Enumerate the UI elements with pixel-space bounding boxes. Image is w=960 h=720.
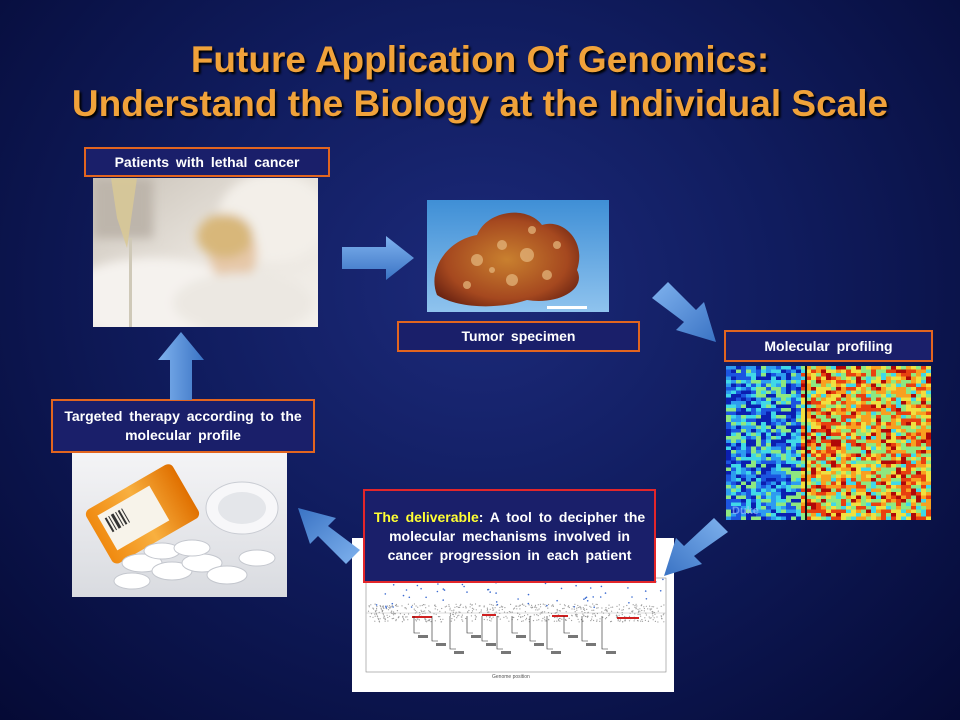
tumor-label-text: Tumor specimen xyxy=(461,328,576,344)
arrow-up-left-icon xyxy=(298,508,360,564)
tumor-photo xyxy=(427,200,609,312)
genome-xlabel: Genome position xyxy=(492,674,530,680)
slide-title-line-2: Understand the Biology at the Individual… xyxy=(71,83,889,124)
therapy-label-text: Targeted therapy according to the molecu… xyxy=(64,408,302,443)
arrow-right-icon xyxy=(342,236,414,280)
deliverable-text: The deliverable: A tool to decipher the … xyxy=(371,508,648,565)
patients-label: Patients with lethal cancer xyxy=(84,147,330,177)
molecular-label-text: Molecular profiling xyxy=(764,337,893,354)
therapy-label: Targeted therapy according to the molecu… xyxy=(51,399,315,453)
heatmap-watermark: Duke xyxy=(732,505,759,517)
arrow-up-icon xyxy=(158,332,204,400)
molecular-label: Molecular profiling xyxy=(724,330,933,362)
pills-photo xyxy=(72,453,287,597)
deliverable-highlight: The deliverable xyxy=(373,508,479,525)
arrow-down-right-icon xyxy=(652,282,716,342)
patients-label-text: Patients with lethal cancer xyxy=(114,153,300,170)
deliverable-label: The deliverable: A tool to decipher the … xyxy=(363,489,656,583)
heatmap-image: Duke xyxy=(726,366,931,520)
slide-title-line-1: Future Application Of Genomics: xyxy=(190,39,770,80)
patient-photo xyxy=(93,178,318,327)
deliverable-description: : A tool to decipher the molecular mecha… xyxy=(387,508,646,563)
arrow-down-left-icon xyxy=(664,518,728,576)
tumor-label: Tumor specimen xyxy=(397,321,640,352)
